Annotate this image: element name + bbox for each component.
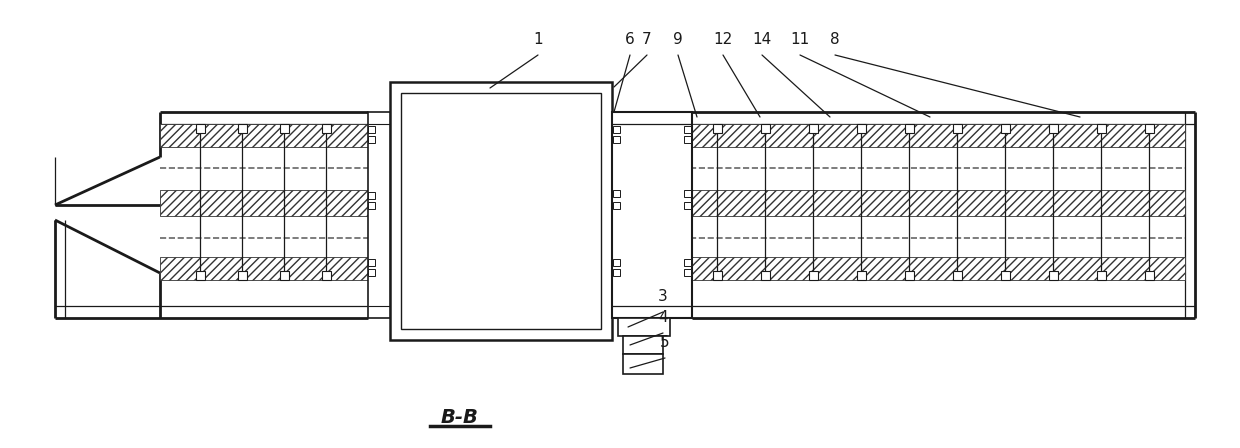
Bar (368, 136, 374, 143)
Text: 8: 8 (831, 32, 839, 47)
Bar (684, 136, 691, 143)
Bar (684, 190, 691, 197)
Bar (713, 271, 722, 280)
Bar (684, 202, 691, 209)
Bar (1049, 271, 1058, 280)
Bar (1097, 271, 1106, 280)
Text: 6: 6 (625, 32, 635, 47)
Bar (322, 271, 331, 280)
Bar (713, 124, 722, 133)
Bar (905, 271, 914, 280)
Bar (761, 124, 770, 133)
Bar (280, 124, 289, 133)
Bar (613, 269, 620, 276)
Text: 4: 4 (658, 310, 668, 325)
Bar (684, 269, 691, 276)
Bar (684, 259, 691, 266)
Bar (368, 112, 391, 318)
Bar (280, 271, 289, 280)
Bar (160, 124, 368, 147)
Bar (401, 93, 601, 329)
Bar (692, 190, 1185, 216)
Bar (322, 124, 331, 133)
Text: 5: 5 (660, 335, 670, 350)
Bar (391, 82, 613, 340)
Bar (613, 112, 692, 318)
Bar (196, 271, 205, 280)
Bar (368, 259, 374, 266)
Bar (613, 259, 620, 266)
Text: 3: 3 (658, 289, 668, 304)
Bar (622, 336, 663, 354)
Bar (1097, 124, 1106, 133)
Bar (857, 124, 866, 133)
Bar (692, 124, 1185, 147)
Bar (954, 124, 962, 133)
Bar (1145, 124, 1154, 133)
Bar (613, 202, 620, 209)
Text: 12: 12 (713, 32, 733, 47)
Bar (160, 190, 368, 216)
Bar (622, 354, 663, 374)
Bar (857, 271, 866, 280)
Bar (368, 269, 374, 276)
Bar (368, 202, 374, 209)
Bar (1001, 124, 1011, 133)
Bar (368, 126, 374, 133)
Bar (692, 257, 1185, 280)
Bar (238, 271, 247, 280)
Text: 1: 1 (533, 32, 543, 47)
Bar (1145, 271, 1154, 280)
Bar (1049, 124, 1058, 133)
Bar (613, 136, 620, 143)
Bar (618, 318, 670, 336)
Text: 7: 7 (642, 32, 652, 47)
Bar (196, 124, 205, 133)
Bar (808, 271, 818, 280)
Bar (954, 271, 962, 280)
Text: B-B: B-B (441, 408, 479, 427)
Bar (613, 126, 620, 133)
Bar (160, 257, 368, 280)
Bar (808, 124, 818, 133)
Bar (1001, 271, 1011, 280)
Bar (905, 124, 914, 133)
Bar (368, 192, 374, 199)
Text: 11: 11 (790, 32, 810, 47)
Bar (238, 124, 247, 133)
Text: 9: 9 (673, 32, 683, 47)
Bar (761, 271, 770, 280)
Text: 14: 14 (753, 32, 771, 47)
Bar (684, 126, 691, 133)
Bar (613, 190, 620, 197)
